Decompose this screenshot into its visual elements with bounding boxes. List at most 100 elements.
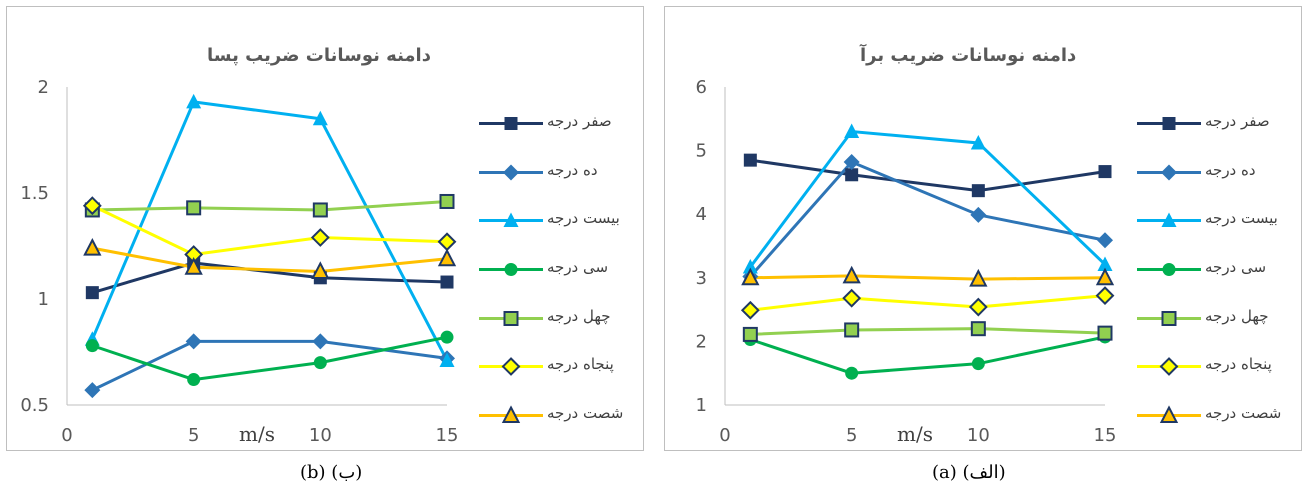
series-line-4: [750, 327, 1106, 336]
series-line-6: [92, 246, 448, 273]
series-line-6: [750, 274, 1106, 281]
data-point: [968, 297, 988, 317]
legend-marker-shape: [1161, 212, 1177, 228]
legend-entry: ده درجه: [1131, 161, 1308, 210]
data-point: [187, 373, 201, 387]
legend-label: ده درجه: [1205, 160, 1256, 179]
legend-entry: ده درجه: [473, 161, 673, 210]
legend-label: شصت درجه: [1205, 404, 1282, 423]
legend-entry: چهل درجه: [1131, 307, 1308, 356]
legend-label: صفر درجه: [1205, 112, 1270, 130]
legend-entry: بیست درجه: [473, 209, 673, 258]
legend-marker-swatch: [503, 164, 519, 181]
y-tick-label: 5: [696, 141, 707, 162]
data-point: [310, 228, 330, 247]
data-point: [85, 286, 99, 300]
legend-entry: صفر درجه: [473, 112, 673, 161]
data-point: [844, 322, 860, 338]
y-tick-label: 1: [696, 395, 707, 416]
chart-title-a: دامنه نوسانات ضریب برآ: [860, 45, 1077, 66]
series-line-3: [91, 335, 448, 382]
plot-area-b: 0.5 1 1.5 2 0 5 10 15 m/s: [20, 77, 459, 446]
data-point: [312, 202, 328, 218]
data-point: [845, 168, 859, 182]
legend-marker-shape: [504, 263, 518, 277]
data-point: [1097, 325, 1113, 341]
x-tick-label: 0: [719, 425, 730, 446]
data-point: [971, 357, 985, 371]
legend-label: چهل درجه: [547, 306, 611, 325]
series-line-0: [750, 158, 1106, 193]
legend-marker-shape: [504, 117, 518, 130]
legend-marker-swatch: [1159, 405, 1179, 424]
data-point: [842, 265, 861, 284]
caption-a: (a) (الف): [932, 462, 1006, 483]
legend-marker-swatch: [504, 117, 518, 130]
x-tick-label: 10: [967, 425, 990, 446]
x-tick-label: 15: [436, 425, 459, 446]
data-point: [970, 321, 986, 337]
y-tick-label: 1.5: [20, 183, 49, 204]
legend-marker-shape: [503, 164, 519, 181]
data-point: [312, 333, 329, 350]
x-tick-label: 10: [309, 425, 332, 446]
data-point: [85, 339, 99, 353]
y-tick-label: 6: [696, 77, 707, 98]
data-point: [186, 93, 202, 109]
data-point: [440, 275, 454, 289]
data-point: [439, 352, 455, 367]
legend-marker-swatch: [1162, 263, 1176, 277]
chart-panel-a: 1 2 3 4 5 6 0 5 10 15 m/s دامنه نوسانات ضریب برآ ص…: [664, 6, 1302, 451]
legend-entry: پنجاه درجه: [1131, 355, 1308, 404]
legend-marker-shape: [501, 357, 521, 377]
data-point: [84, 382, 101, 399]
legend-marker-swatch: [1161, 164, 1177, 181]
legend-entry: شصت درجه: [1131, 404, 1308, 453]
legend-marker-shape: [1161, 310, 1177, 326]
legend-marker-swatch: [1162, 117, 1176, 130]
legend-marker-swatch: [501, 357, 521, 377]
data-point: [313, 356, 327, 370]
legend-label: پنجاه درجه: [1205, 355, 1272, 374]
data-point: [969, 268, 988, 287]
legend-entry: سی درجه: [1131, 258, 1308, 307]
x-tick-label: 15: [1094, 425, 1117, 446]
y-tick-label: 2: [38, 77, 49, 98]
data-point: [440, 330, 454, 344]
data-point: [312, 110, 328, 126]
data-point: [82, 196, 102, 216]
legend-marker-shape: [503, 212, 519, 228]
legend-entry: سی درجه: [473, 258, 673, 307]
data-point: [741, 267, 760, 286]
legend-marker-shape: [1161, 164, 1177, 181]
series-line-5: [750, 294, 1106, 312]
data-point: [843, 154, 860, 171]
legend-label: سی درجه: [547, 258, 609, 277]
data-point: [439, 193, 455, 209]
data-point: [743, 153, 757, 167]
legend-entry: چهل درجه: [473, 307, 673, 356]
data-point: [971, 184, 985, 198]
series-line-2: [749, 129, 1107, 268]
y-tick-label: 0.5: [20, 395, 49, 416]
data-point: [1098, 165, 1112, 179]
legend-label: صفر درجه: [547, 112, 612, 130]
series-line-0: [91, 261, 448, 295]
chart-panel-b: 0.5 1 1.5 2 0 5 10 15 m/s دامنه نوسانات ضریب پسا…: [6, 6, 644, 451]
legend-marker-shape: [503, 310, 519, 326]
data-point: [1095, 286, 1115, 306]
legend-entry: پنجاه درجه: [473, 355, 673, 404]
data-point: [185, 333, 202, 350]
legend-b: صفر درجه ده درجه بیست درجه سی درجه چهل درجه پ…: [473, 112, 673, 453]
data-point: [437, 248, 457, 267]
legend-label: بیست درجه: [1205, 209, 1278, 228]
series-line-3: [749, 335, 1106, 375]
data-point: [742, 326, 758, 342]
legend-label: سی درجه: [1205, 258, 1267, 277]
legend-marker-swatch: [501, 405, 521, 424]
y-tick-label: 2: [696, 331, 707, 352]
data-point: [1097, 256, 1113, 271]
data-point: [844, 123, 860, 139]
series-line-4: [92, 199, 448, 212]
data-point: [437, 232, 457, 252]
